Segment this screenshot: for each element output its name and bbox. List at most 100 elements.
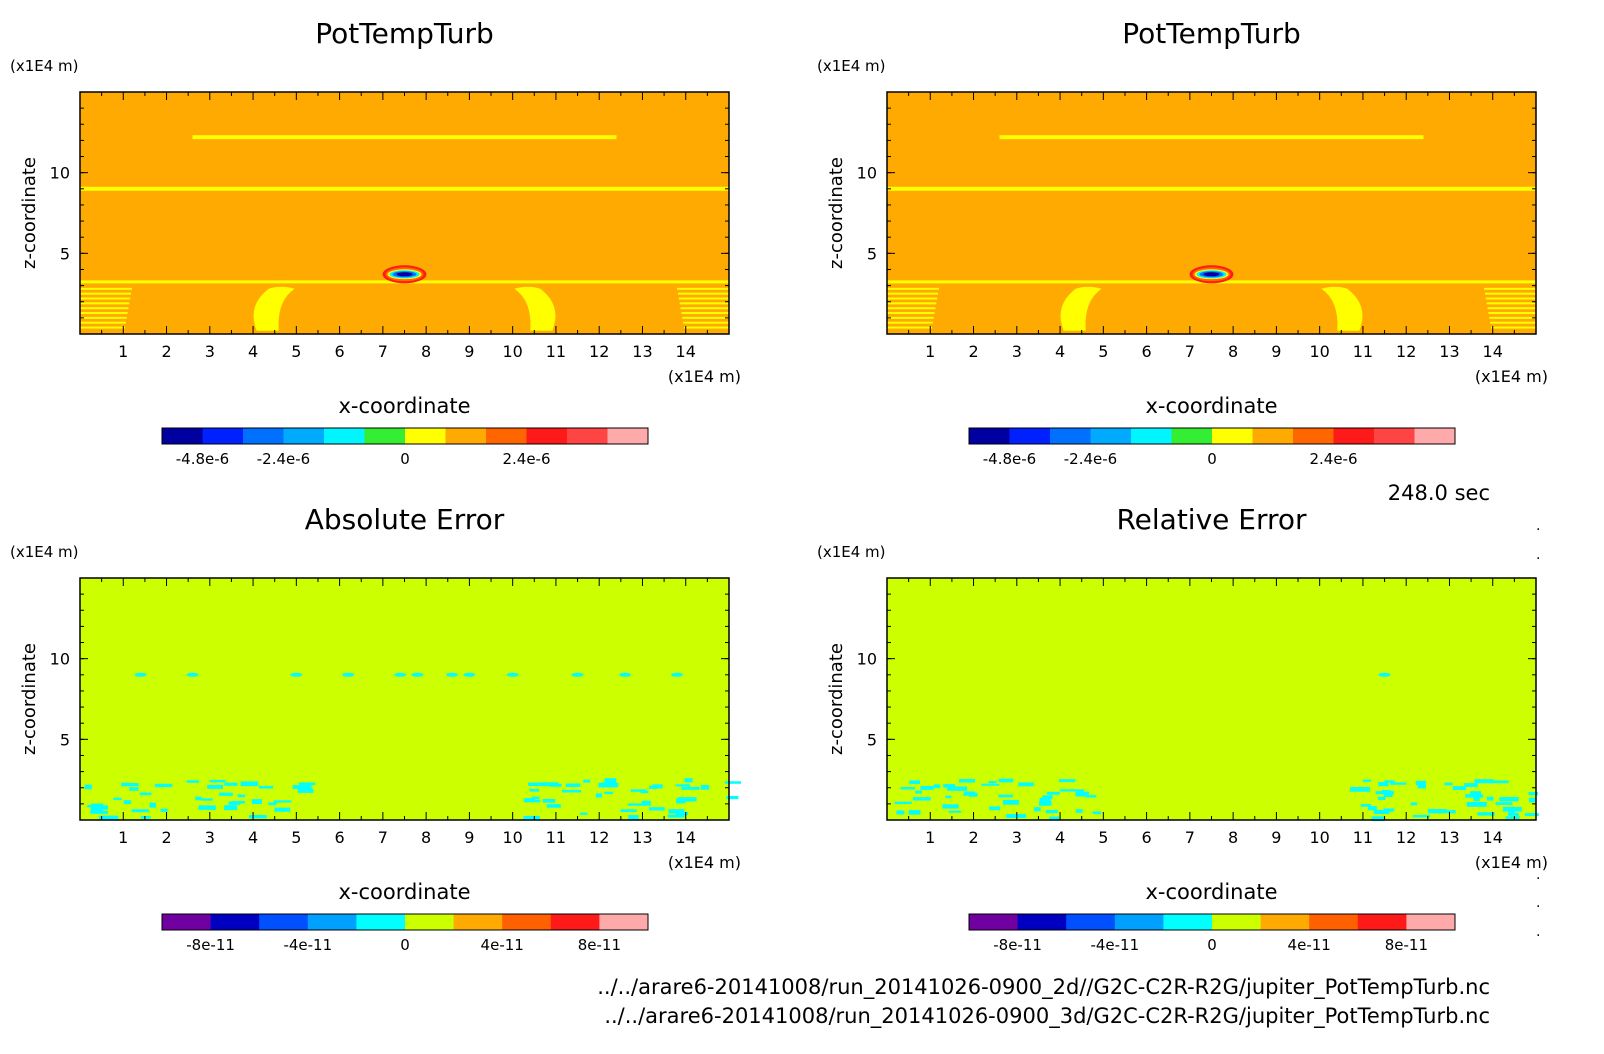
- surface-stripe: [1484, 287, 1536, 290]
- thermal-anomaly: [396, 272, 413, 277]
- error-patch: [1529, 797, 1536, 803]
- error-patch: [207, 784, 224, 789]
- error-patch: [561, 789, 581, 793]
- error-patch: [909, 780, 921, 785]
- time-label: 248.0 sec: [1387, 481, 1490, 505]
- colorbar-frame: [161, 427, 649, 445]
- chart-title: PotTempTurb: [1122, 17, 1301, 50]
- error-patch: [640, 790, 649, 794]
- error-patch: [1002, 800, 1019, 805]
- error-spot: [342, 672, 355, 677]
- thermal-plume: [253, 286, 295, 331]
- error-patch: [675, 812, 682, 816]
- surface-stripe: [80, 321, 126, 324]
- field-background: [887, 578, 1536, 820]
- colorbar-segment: [445, 428, 487, 444]
- dot-marker: .: [1536, 547, 1541, 563]
- error-patch: [219, 792, 233, 796]
- chart-panel-3: Absolute Error(x1E4 m)1 2 3 4 5 6 7 8 9 10 11 12 13 1…: [10, 503, 741, 954]
- error-patch: [675, 784, 690, 787]
- x-unit-label: (x1E4 m): [668, 853, 741, 872]
- colorbar-segment: [283, 428, 325, 444]
- x-tick-label: 8: [1228, 828, 1238, 847]
- colorbar-segment: [1171, 428, 1213, 444]
- x-tick-label: 8: [1228, 342, 1238, 361]
- x-unit-label: (x1E4 m): [1475, 853, 1548, 872]
- error-patch: [131, 809, 149, 813]
- error-patch: [933, 784, 941, 789]
- colorbar-segment: [567, 428, 608, 444]
- colorbar-tick-label: 0: [1207, 936, 1217, 954]
- error-patch: [1076, 809, 1083, 813]
- y-tick-label: 10: [857, 650, 877, 669]
- error-patch: [945, 795, 952, 799]
- x-tick-label: 10: [502, 342, 522, 361]
- x-tick-label: 11: [1353, 828, 1373, 847]
- x-tick-label: 11: [546, 342, 566, 361]
- colorbar-segment: [307, 914, 357, 930]
- error-patch: [963, 791, 976, 796]
- error-patch: [894, 801, 912, 805]
- x-tick-label: 8: [421, 828, 431, 847]
- error-patch: [1447, 810, 1456, 814]
- error-patch: [913, 797, 931, 801]
- error-patch: [628, 815, 639, 820]
- error-patch: [700, 784, 710, 790]
- dot-marker: .: [1536, 867, 1541, 883]
- error-patch: [684, 778, 693, 783]
- error-spot: [411, 672, 424, 677]
- x-tick-label: 4: [248, 828, 258, 847]
- error-patch: [1039, 800, 1052, 806]
- x-tick-label: 10: [502, 828, 522, 847]
- error-patch: [998, 794, 1013, 798]
- x-tick-label: 9: [464, 828, 474, 847]
- error-patch: [1049, 816, 1060, 820]
- colorbar-segment: [969, 914, 1019, 930]
- colorbar-frame: [161, 913, 649, 931]
- error-patch: [186, 780, 200, 783]
- x-tick-label: 12: [589, 828, 609, 847]
- error-patch: [1362, 779, 1371, 782]
- error-spot: [671, 672, 684, 677]
- error-patch: [268, 802, 277, 806]
- x-tick-label: 12: [589, 342, 609, 361]
- y-tick-label: 5: [60, 244, 70, 263]
- error-patch: [583, 779, 591, 783]
- error-patch: [1466, 801, 1487, 807]
- error-patch: [297, 788, 314, 793]
- error-patch: [947, 786, 968, 791]
- error-patch: [1524, 813, 1539, 816]
- x-tick-label: 12: [1396, 342, 1416, 361]
- x-tick-label: 6: [1142, 828, 1152, 847]
- error-patch: [1508, 812, 1519, 816]
- error-patch: [1470, 791, 1482, 797]
- x-tick-label: 3: [1012, 828, 1022, 847]
- surface-stripe: [80, 312, 128, 315]
- colorbar-segment: [202, 428, 244, 444]
- error-patch: [224, 805, 238, 811]
- colorbar-tick-label: 2.4e-6: [502, 450, 550, 468]
- contour-band: [80, 186, 729, 191]
- colorbar-segment: [324, 428, 365, 444]
- colorbar-segment: [162, 914, 212, 930]
- error-spot: [619, 672, 632, 677]
- chart-panel-1: PotTempTurb(x1E4 m)1 2 3 4 5 6 7 8 9 10 11 12 13 1451…: [10, 17, 741, 468]
- error-patch: [1505, 816, 1520, 819]
- error-patch: [1033, 807, 1041, 812]
- error-patch: [667, 814, 685, 818]
- colorbar-segment: [1212, 914, 1262, 930]
- chart-panel-2: PotTempTurb(x1E4 m)1 2 3 4 5 6 7 8 9 10 11 12 13 1451…: [817, 17, 1548, 468]
- error-patch: [1428, 809, 1447, 814]
- colorbar-segment: [1163, 914, 1213, 930]
- error-patch: [91, 803, 104, 807]
- surface-stripe: [80, 292, 132, 295]
- y-tick-label: 10: [857, 164, 877, 183]
- surface-stripe: [680, 307, 729, 310]
- chart-title: Relative Error: [1116, 503, 1307, 536]
- error-patch: [726, 795, 739, 800]
- error-patch: [598, 782, 618, 788]
- error-patch: [298, 782, 316, 786]
- error-patch: [668, 809, 685, 814]
- colorbar-segment: [364, 428, 406, 444]
- colorbar-segment: [210, 914, 260, 930]
